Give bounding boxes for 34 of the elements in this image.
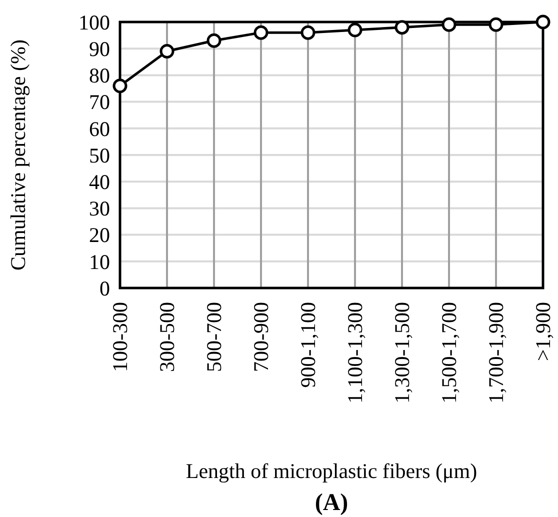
y-tick-label: 100	[78, 10, 110, 34]
point	[536, 14, 550, 30]
point	[112, 78, 128, 94]
point	[254, 25, 268, 40]
y-tick-label: 90	[89, 36, 110, 61]
x-tick-label: 1,700-1,900	[484, 302, 508, 404]
y-tick-label: 70	[89, 90, 110, 114]
x-tick-label: 300-500	[155, 302, 179, 372]
point	[442, 17, 456, 32]
y-tick-label: 30	[89, 196, 110, 221]
y-tick-label: 40	[89, 170, 110, 194]
y-tick-label: 50	[89, 143, 110, 168]
x-tick-label: 1,100-1,300	[343, 302, 367, 404]
y-tick-label: 80	[89, 64, 110, 88]
y-tick-label: 60	[89, 116, 110, 141]
point	[488, 17, 504, 32]
x-tick-label: 100-300	[108, 302, 132, 372]
x-tick-label: 900-1,100	[296, 302, 320, 388]
y-axis-title: Cumulative percentage (%)	[6, 40, 30, 270]
y-tick-label: 0	[100, 276, 110, 300]
x-tick-label: 500-700	[202, 302, 226, 372]
y-tick-label: 10	[89, 250, 110, 274]
point	[160, 44, 174, 59]
x-tick-label: 1,300-1,500	[390, 302, 414, 404]
point	[348, 22, 362, 38]
y-tick-label: 20	[89, 223, 110, 248]
point	[394, 20, 410, 35]
x-tick-label: >1,900	[531, 302, 555, 362]
point	[300, 25, 316, 40]
x-tick-label: 700-900	[249, 302, 273, 372]
x-tick-label: 1,500-1,700	[437, 302, 461, 404]
text: (A)	[314, 490, 348, 516]
point	[206, 33, 222, 48]
x-axis-title: Length of microplastic fibers (μm)	[186, 459, 478, 483]
